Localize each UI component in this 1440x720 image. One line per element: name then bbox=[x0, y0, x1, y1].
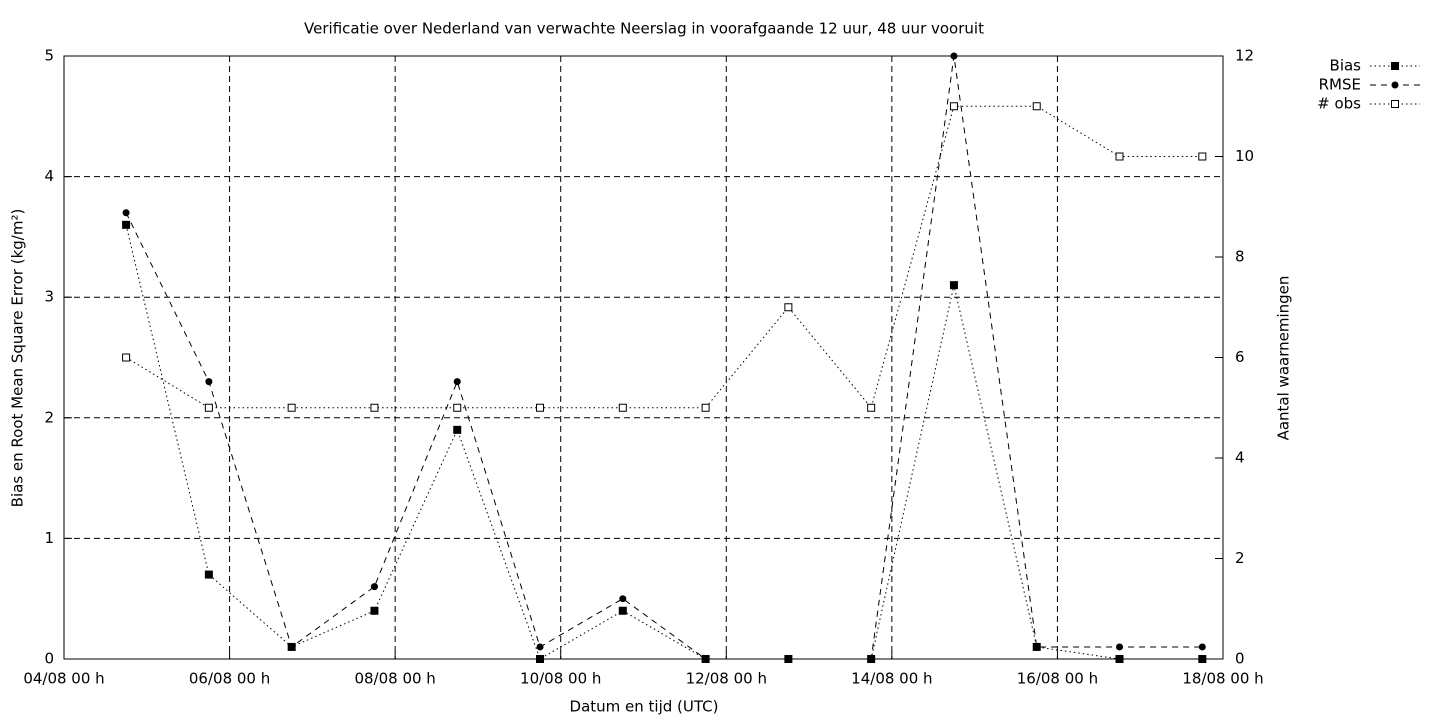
data-point bbox=[784, 303, 793, 312]
x-tick-label: 12/08 00 h bbox=[686, 670, 767, 688]
data-point bbox=[701, 403, 710, 412]
data-point bbox=[204, 403, 213, 412]
data-point bbox=[453, 378, 461, 386]
y-tick-label: 4 bbox=[44, 167, 54, 185]
y-tick-label: 5 bbox=[44, 47, 54, 65]
x-axis-label: Datum en tijd (UTC) bbox=[570, 698, 719, 716]
legend-label: # obs bbox=[1317, 95, 1361, 113]
y-axis-label: Bias en Root Mean Square Error (kg/m²) bbox=[9, 209, 27, 508]
y2-tick-label: 0 bbox=[1235, 650, 1245, 668]
data-point bbox=[205, 378, 213, 386]
y-tick-label: 1 bbox=[44, 529, 54, 547]
data-point bbox=[784, 655, 792, 663]
data-point bbox=[619, 595, 627, 603]
chart-title: Verificatie over Nederland van verwachte… bbox=[304, 20, 984, 38]
data-point bbox=[453, 425, 462, 434]
data-point bbox=[1115, 152, 1124, 161]
data-point bbox=[1198, 152, 1207, 161]
data-point bbox=[1033, 643, 1041, 651]
data-point bbox=[453, 403, 462, 412]
data-point bbox=[370, 583, 378, 591]
x-tick-label: 16/08 00 h bbox=[1017, 670, 1098, 688]
data-point bbox=[122, 209, 130, 217]
x-tick-label: 04/08 00 h bbox=[23, 670, 104, 688]
series-line bbox=[125, 105, 1203, 409]
x-tick-label: 18/08 00 h bbox=[1182, 670, 1263, 688]
data-point bbox=[287, 403, 296, 412]
series-line bbox=[125, 55, 1203, 660]
data-point bbox=[1198, 655, 1207, 663]
plot-frame bbox=[63, 55, 1224, 660]
data-point bbox=[702, 655, 710, 663]
data-point bbox=[1115, 655, 1124, 663]
legend-marker bbox=[1391, 100, 1399, 108]
data-point bbox=[122, 220, 131, 229]
y2-tick-label: 2 bbox=[1235, 549, 1245, 567]
x-tick-label: 06/08 00 h bbox=[189, 670, 270, 688]
data-point bbox=[370, 606, 379, 615]
data-point bbox=[122, 353, 131, 362]
x-tick-label: 10/08 00 h bbox=[520, 670, 601, 688]
y2-axis-label: Aantal waarnemingen bbox=[1275, 276, 1293, 441]
series-line bbox=[125, 224, 1203, 660]
data-point bbox=[949, 102, 958, 111]
x-tick-label: 14/08 00 h bbox=[851, 670, 932, 688]
data-point bbox=[949, 281, 958, 290]
data-point bbox=[370, 403, 379, 412]
data-point bbox=[867, 403, 876, 412]
data-point bbox=[1198, 643, 1206, 651]
data-point bbox=[288, 643, 296, 651]
data-point bbox=[950, 52, 958, 60]
data-point bbox=[204, 570, 213, 579]
legend-label: RMSE bbox=[1319, 76, 1361, 94]
data-point bbox=[536, 643, 544, 651]
x-tick-label: 08/08 00 h bbox=[354, 670, 435, 688]
data-point bbox=[536, 403, 545, 412]
data-point bbox=[618, 403, 627, 412]
legend-label: Bias bbox=[1330, 57, 1362, 75]
y2-tick-label: 6 bbox=[1235, 348, 1245, 366]
data-point bbox=[1032, 102, 1041, 111]
y2-tick-label: 10 bbox=[1235, 147, 1254, 165]
data-point bbox=[867, 655, 875, 663]
data-point bbox=[536, 655, 545, 663]
legend-marker bbox=[1391, 62, 1399, 70]
y-tick-label: 2 bbox=[44, 408, 54, 426]
data-point bbox=[618, 606, 627, 615]
y2-tick-label: 4 bbox=[1235, 449, 1245, 467]
y-tick-label: 0 bbox=[44, 650, 54, 668]
y2-tick-label: 12 bbox=[1235, 47, 1254, 65]
y-tick-label: 3 bbox=[44, 288, 54, 306]
legend-marker bbox=[1391, 81, 1399, 89]
y2-tick-label: 8 bbox=[1235, 248, 1245, 266]
data-point bbox=[1116, 643, 1124, 651]
